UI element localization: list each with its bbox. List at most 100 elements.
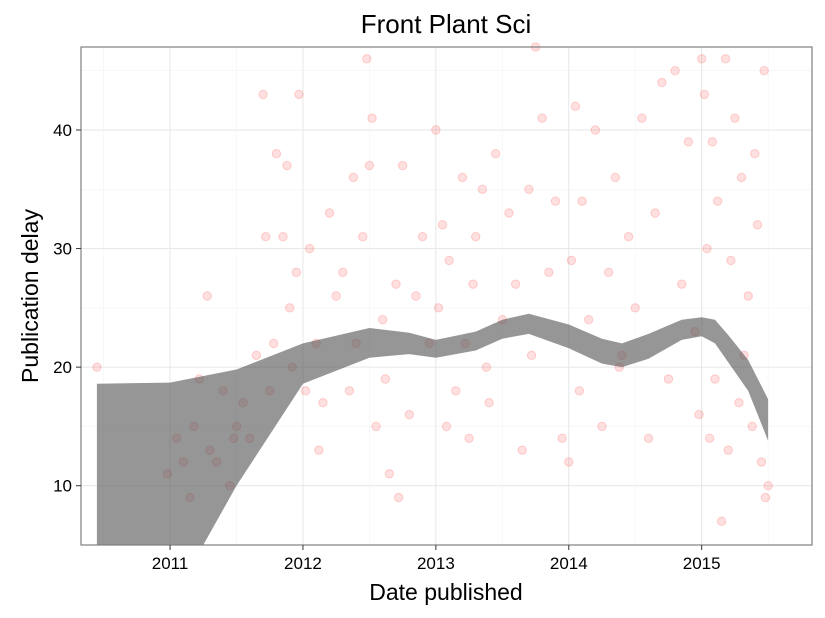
data-point: 2015: (2015.12, 34)	[712, 196, 723, 206]
data-point: 2011-late: (2011.78, 22)	[269, 338, 279, 349]
x-tick-label: 2014	[550, 554, 588, 573]
data-point: 2012: (2012.25, 26)	[331, 291, 341, 301]
data-point: 2015: (2015.22, 29)	[726, 255, 736, 266]
data-point: 2015: (2015.1, 19)	[710, 374, 720, 384]
data-point: 2014: (2014.5, 25)	[630, 303, 640, 313]
data-point: 2012: (2012.62, 19)	[380, 374, 391, 384]
data-point: 2012: (2012.52, 41)	[367, 113, 377, 123]
data-point: 2015: (2015.2, 13)	[723, 445, 733, 455]
data-point: 2011-late: (2011.88, 37)	[282, 160, 292, 171]
data-point: 2012: (2012.6, 24)	[378, 315, 388, 325]
data-point: 2011-late: (2011.72, 31)	[261, 232, 271, 242]
data-point: 2015: (2015.28, 17)	[734, 398, 744, 408]
y-tick-label: 30	[53, 240, 72, 259]
data-point: 2013: (2013.1, 29)	[444, 255, 454, 266]
data-point: 2011-late: (2011.8, 38)	[271, 149, 282, 159]
data-point: 2014: (2014.1, 34)	[577, 196, 587, 206]
data-point: 2013: (2013.9, 34)	[550, 196, 561, 206]
x-tick-label: 2015	[683, 554, 721, 573]
data-point: 2013: (2013.4, 17)	[484, 398, 494, 408]
data-point: 2013: (2013.45, 38)	[490, 149, 501, 159]
y-tick-label: 40	[53, 121, 72, 140]
data-point: 2015: (2015.42, 32)	[752, 220, 763, 230]
data-point: 2014: (2014.98, 16)	[694, 409, 704, 420]
data-point: 2011-late: (2011.7, 43)	[258, 89, 268, 100]
x-tick-label: 2013	[417, 554, 455, 573]
data-point: 2015: (2015.38, 15)	[747, 421, 757, 432]
data-point: 2011-late: (2011.9, 25)	[284, 303, 295, 313]
data-point: 2014: (2014.15, 24)	[584, 315, 594, 325]
data-point: 2011-late: (2011.95, 28)	[291, 267, 302, 277]
chart-title: Front Plant Sci	[361, 9, 532, 39]
data-point: 2013: (2013, 40)	[431, 125, 441, 135]
data-point: 2012: (2012.02, 18)	[300, 386, 311, 396]
data-point: 2013: (2013.85, 28)	[544, 267, 554, 277]
data-point: 2013: (2013.05, 32)	[437, 220, 448, 230]
data-point: 2015: (2015.4, 38)	[750, 149, 760, 159]
data-point: 2012: (2012.75, 37)	[397, 160, 408, 171]
data-point: 2014: (2014.35, 36)	[610, 172, 620, 183]
data-point: 2015: (2015.04, 30)	[702, 243, 712, 254]
data-point: 2012: (2012.45, 31)	[358, 232, 368, 242]
data-point: 2013: (2013.38, 20)	[481, 362, 492, 372]
data-point: 2013: (2013.95, 14)	[557, 433, 567, 443]
data-point: 2014: (2014.9, 39)	[683, 137, 694, 147]
data-point: 2014: (2014.75, 19)	[663, 374, 674, 384]
data-point: 2014: (2014.8, 45)	[670, 66, 680, 76]
data-point: 2015: (2015.45, 12)	[756, 457, 767, 467]
y-axis-title: Publication delay	[17, 209, 43, 383]
data-point: 2014: (2014.25, 15)	[597, 421, 607, 432]
data-point: 2014: (2014.55, 41)	[637, 113, 647, 123]
data-point: 2013: (2013.28, 27)	[468, 279, 478, 289]
data-point: 2014: (2014, 12)	[564, 457, 574, 467]
data-point: 2015: (2015.06, 14)	[704, 433, 715, 443]
data-point: 2015: (2015.5, 10)	[763, 481, 773, 491]
data-point: 2013: (2013.25, 14)	[464, 433, 474, 443]
data-point: 2013: (2013.35, 35)	[477, 184, 488, 194]
data-point: 2011-late: (2011.85, 31)	[278, 232, 288, 242]
data-point: 2012: (2012.65, 11)	[384, 469, 395, 479]
data-point: 2012: (2012.05, 30)	[304, 243, 315, 254]
data-point: 2015: (2015, 46)	[696, 54, 707, 64]
x-tick-label: 2011	[152, 554, 189, 573]
data-point: 2012: (2012.85, 26)	[411, 291, 421, 301]
data-point: 2012: (2012.2, 33)	[324, 208, 335, 218]
data-point: 2013: (2013.7, 35)	[524, 184, 534, 194]
data-point: 2015: (2015.15, 7)	[716, 516, 727, 526]
data-point: 2013: (2013.15, 18)	[451, 386, 461, 396]
data-point: 2015: (2015.18, 46)	[720, 54, 731, 64]
data-point: 2012: (2012.12, 13)	[314, 445, 324, 455]
data-point: 2011-early: (2011.28, 26)	[202, 291, 212, 301]
data-point: 2012: (2012.8, 16)	[404, 409, 414, 420]
data-point: 2012: (2012.72, 9)	[393, 492, 404, 503]
data-point: 2011-late: (2011.97, 43)	[294, 89, 304, 100]
data-point: 2012: (2012.5, 37)	[364, 160, 375, 171]
data-point: 2014: (2014.7, 44)	[657, 77, 667, 88]
data-point: 2014: (2014.65, 33)	[650, 208, 660, 218]
data-point: 2012: (2012.15, 17)	[318, 398, 328, 408]
data-point: 2014: (2014.3, 28)	[603, 267, 614, 277]
data-point: 2012: (2012.55, 15)	[371, 421, 381, 432]
data-point: 2014: (2014.02, 29)	[566, 255, 577, 266]
data-point: 2012: (2012.38, 36)	[348, 172, 359, 183]
smooth-confidence-band	[96, 313, 769, 545]
data-point: 2015: (2015.47, 45)	[759, 66, 769, 76]
data-point: 2014: (2014.2, 40)	[590, 125, 601, 135]
data-point: 2015: (2015.35, 26)	[743, 291, 753, 301]
data-point: 2015: (2015.48, 9)	[760, 492, 771, 503]
data-point: 2013: (2013.8, 41)	[537, 113, 547, 123]
data-point: 2012: (2012.9, 31)	[417, 232, 428, 242]
data-point: 2015: (2015.25, 41)	[730, 113, 740, 123]
data-point: 2013: (2013.08, 15)	[441, 421, 452, 432]
x-axis: 2011 2012 2013 2014 2015	[152, 545, 721, 573]
data-point: 2014: (2014.6, 14)	[643, 433, 654, 443]
smooth-band-layer	[96, 313, 769, 545]
data-point: 2013: (2013.2, 36)	[457, 172, 468, 183]
data-point: 2012: (2012.7, 27)	[391, 279, 401, 289]
y-tick-label: 10	[53, 477, 72, 496]
data-point: 2013: (2013.65, 13)	[517, 445, 527, 455]
panel-border	[80, 46, 813, 546]
data-point: 2013: (2013.02, 25)	[433, 303, 444, 313]
data-point: 2015: (2015.3, 36)	[736, 172, 747, 183]
